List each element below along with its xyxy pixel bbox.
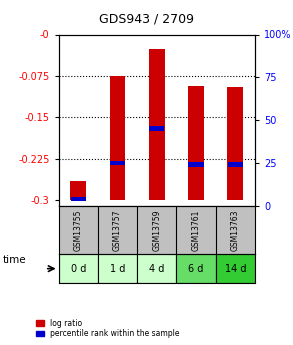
- Text: GSM13759: GSM13759: [152, 209, 161, 251]
- Text: GSM13763: GSM13763: [231, 209, 240, 251]
- Bar: [110, 161, 125, 165]
- Bar: [227, 87, 243, 200]
- Text: 0 d: 0 d: [71, 264, 86, 274]
- Bar: [188, 162, 204, 167]
- Text: GSM13755: GSM13755: [74, 209, 83, 251]
- Bar: [188, 86, 204, 200]
- Bar: [71, 197, 86, 201]
- Legend: log ratio, percentile rank within the sample: log ratio, percentile rank within the sa…: [33, 316, 183, 341]
- FancyBboxPatch shape: [176, 254, 216, 283]
- Text: GSM13757: GSM13757: [113, 209, 122, 251]
- Bar: [228, 162, 243, 167]
- Text: 4 d: 4 d: [149, 264, 164, 274]
- Text: 1 d: 1 d: [110, 264, 125, 274]
- Bar: [149, 49, 165, 200]
- Text: 14 d: 14 d: [224, 264, 246, 274]
- FancyBboxPatch shape: [59, 254, 98, 283]
- FancyBboxPatch shape: [137, 254, 176, 283]
- Text: GSM13761: GSM13761: [192, 209, 200, 251]
- Bar: [149, 126, 164, 131]
- FancyBboxPatch shape: [216, 254, 255, 283]
- Text: 6 d: 6 d: [188, 264, 204, 274]
- Text: time: time: [3, 256, 27, 265]
- Text: GDS943 / 2709: GDS943 / 2709: [99, 13, 194, 26]
- Bar: [110, 76, 125, 200]
- FancyBboxPatch shape: [98, 254, 137, 283]
- Bar: [70, 181, 86, 200]
